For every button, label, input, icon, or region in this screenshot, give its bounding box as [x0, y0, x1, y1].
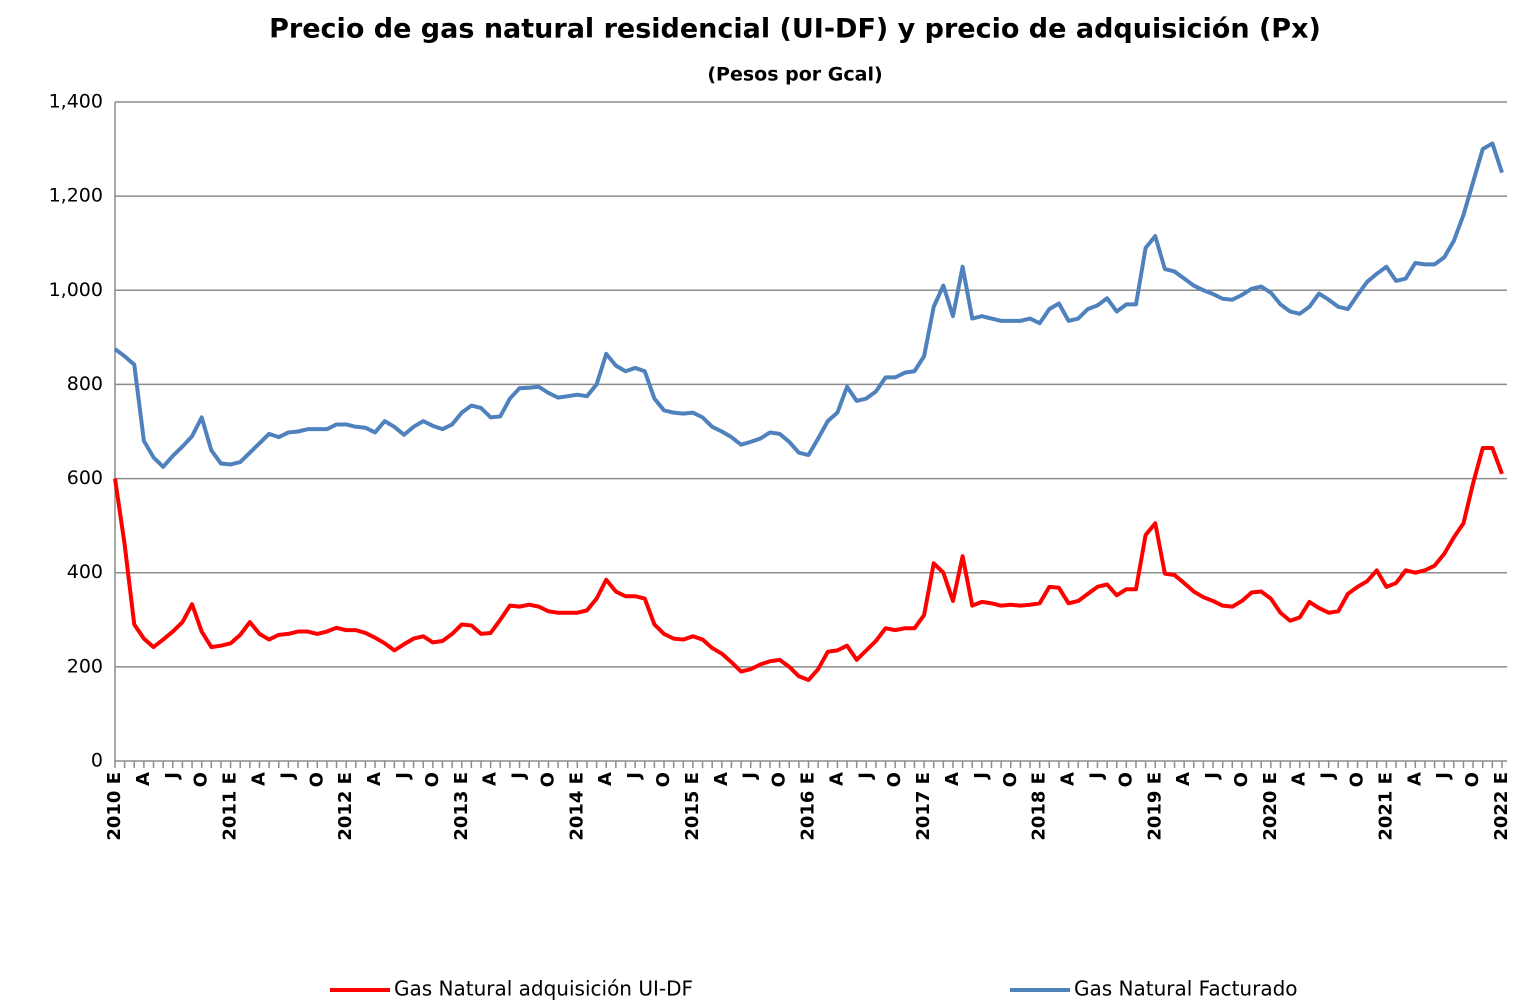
x-tick-label: 2019 E	[1144, 772, 1165, 841]
x-tick-label: 2018 E	[1029, 772, 1050, 841]
x-tick-label: A	[1173, 772, 1194, 786]
x-tick-label: O	[653, 772, 674, 787]
x-tick-label: J	[740, 772, 761, 781]
chart-subtitle: (Pesos por Gcal)	[707, 64, 882, 86]
x-tick-label: A	[826, 772, 847, 786]
x-tick-label: J	[855, 772, 876, 781]
x-tick-label: 2022 E	[1491, 772, 1512, 841]
x-tick-label: O	[884, 772, 905, 787]
x-tick-label: J	[1433, 772, 1454, 781]
x-tick-label: O	[306, 772, 327, 787]
x-tick-label: 2017 E	[913, 772, 934, 841]
x-tick-label: A	[133, 772, 154, 786]
x-tick-label: J	[162, 772, 183, 781]
legend-label: Gas Natural adquisición UI-DF	[394, 977, 693, 1001]
x-tick-label: A	[364, 772, 385, 786]
x-tick-label: A	[595, 772, 616, 786]
x-tick-label: A	[248, 772, 269, 786]
x-tick-label: J	[509, 772, 530, 781]
x-tick-label: J	[277, 772, 298, 781]
x-tick-label: 2011 E	[220, 772, 241, 841]
x-tick-label: J	[624, 772, 645, 781]
x-tick-label: 2010 E	[104, 772, 125, 841]
y-tick-label: 600	[67, 467, 103, 489]
x-tick-label: A	[1289, 772, 1310, 786]
y-tick-label: 400	[67, 561, 103, 583]
x-tick-label: 2015 E	[682, 772, 703, 841]
x-tick-label: O	[422, 772, 443, 787]
y-tick-label: 1,200	[49, 185, 103, 207]
x-tick-label: 2021 E	[1375, 772, 1396, 841]
x-tick-label: O	[1231, 772, 1252, 787]
x-tick-label: O	[1462, 772, 1483, 787]
x-tick-label: O	[537, 772, 558, 787]
x-tick-label: O	[1000, 772, 1021, 787]
x-tick-label: 2016 E	[798, 772, 819, 841]
x-tick-label: 2012 E	[335, 772, 356, 841]
y-tick-label: 1,000	[49, 279, 103, 301]
y-tick-label: 200	[67, 655, 103, 677]
x-tick-label: A	[711, 772, 732, 786]
series-line	[113, 445, 1504, 683]
x-tick-label: A	[1404, 772, 1425, 786]
x-tick-label: J	[1202, 772, 1223, 781]
y-tick-label: 1,400	[49, 91, 103, 113]
x-tick-label: O	[769, 772, 790, 787]
x-tick-label: J	[1318, 772, 1339, 781]
x-tick-label: O	[191, 772, 212, 787]
legend-label: Gas Natural Facturado	[1074, 977, 1298, 1001]
x-tick-label: O	[1347, 772, 1368, 787]
x-tick-label: A	[942, 772, 963, 786]
x-tick-label: A	[480, 772, 501, 786]
x-tick-label: O	[1115, 772, 1136, 787]
x-tick-label: 2020 E	[1260, 772, 1281, 841]
chart-title: Precio de gas natural residencial (UI-DF…	[269, 14, 1321, 45]
x-tick-label: J	[971, 772, 992, 781]
x-tick-label: J	[393, 772, 414, 781]
x-tick-label: J	[1086, 772, 1107, 781]
x-tick-label: 2013 E	[451, 772, 472, 841]
series-line	[113, 141, 1504, 469]
y-tick-label: 0	[91, 750, 103, 772]
x-tick-label: A	[1058, 772, 1079, 786]
y-tick-label: 800	[67, 373, 103, 395]
x-tick-label: 2014 E	[566, 772, 587, 841]
